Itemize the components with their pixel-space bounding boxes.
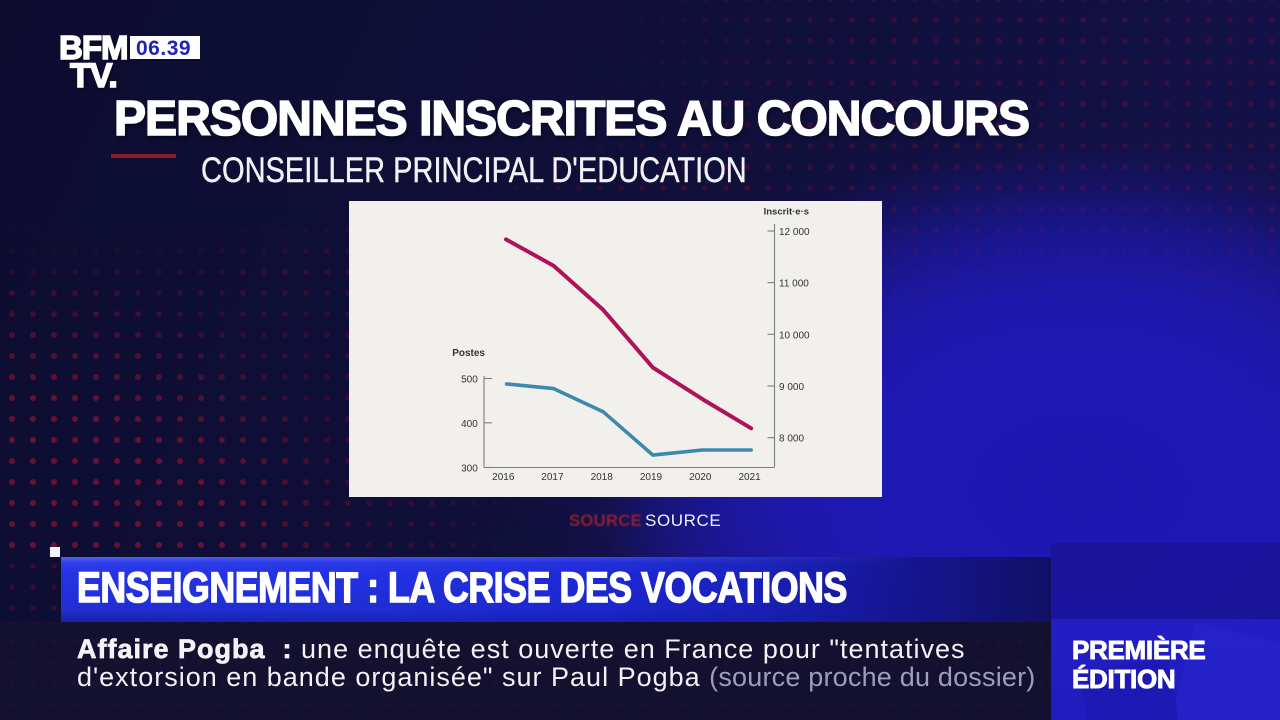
svg-text:Inscrit·e·s: Inscrit·e·s (764, 207, 809, 218)
svg-text:2016: 2016 (492, 472, 515, 483)
svg-text:500: 500 (461, 375, 478, 386)
svg-text:2020: 2020 (689, 472, 712, 483)
svg-text:Postes: Postes (452, 348, 485, 359)
svg-text:2018: 2018 (591, 472, 614, 483)
svg-text:10 000: 10 000 (779, 330, 810, 341)
svg-text:2019: 2019 (640, 472, 663, 483)
svg-text:300: 300 (461, 464, 478, 475)
svg-text:9 000: 9 000 (779, 382, 804, 393)
svg-text:2017: 2017 (541, 472, 564, 483)
svg-text:8 000: 8 000 (779, 434, 804, 445)
svg-text:400: 400 (461, 419, 478, 430)
svg-text:2021: 2021 (738, 472, 761, 483)
svg-text:12 000: 12 000 (779, 227, 810, 238)
svg-text:11 000: 11 000 (779, 279, 809, 290)
